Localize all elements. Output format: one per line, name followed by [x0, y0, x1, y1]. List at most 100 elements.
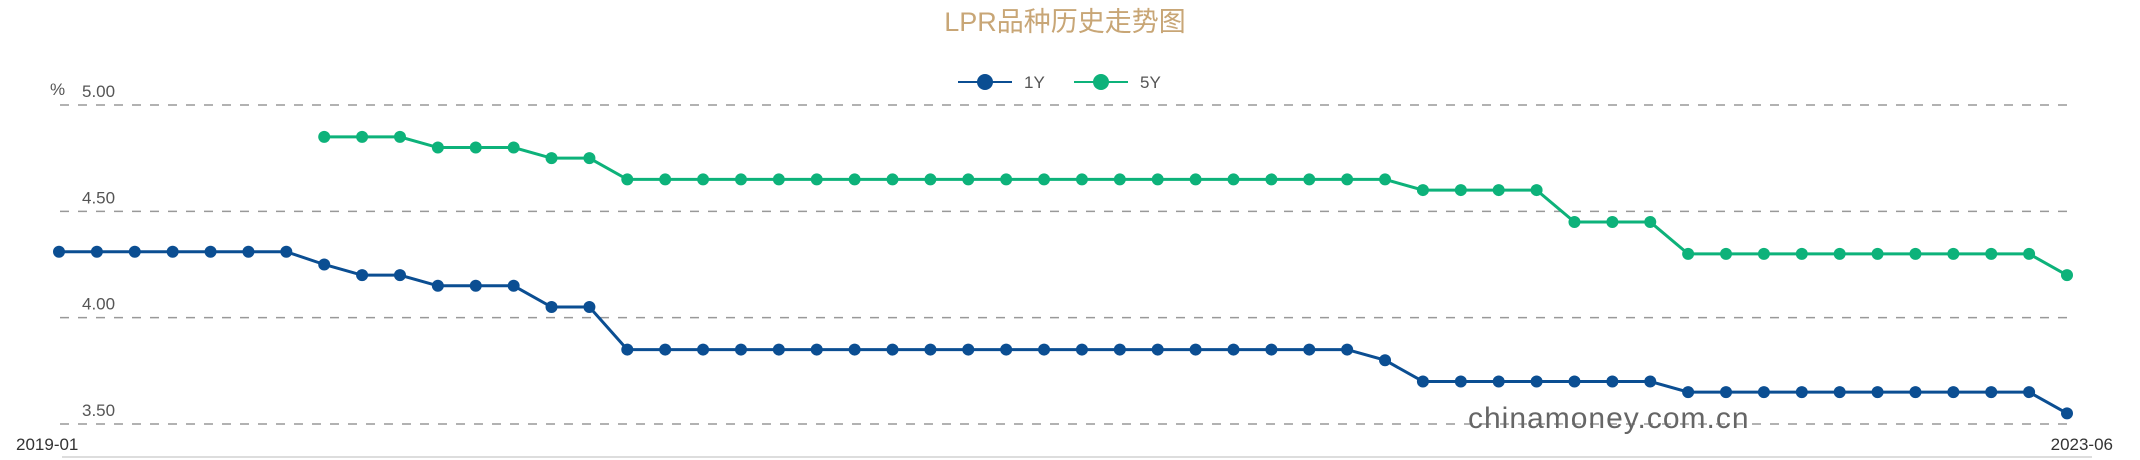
data-point-1y[interactable] [1492, 375, 1505, 388]
data-point-1y[interactable] [1720, 386, 1733, 399]
data-point-1y[interactable] [507, 279, 520, 292]
data-point-1y[interactable] [583, 301, 596, 314]
data-point-1y[interactable] [356, 269, 369, 282]
data-point-5y[interactable] [810, 173, 823, 186]
data-point-1y[interactable] [886, 343, 899, 356]
data-point-1y[interactable] [810, 343, 823, 356]
data-point-5y[interactable] [1113, 173, 1126, 186]
data-point-1y[interactable] [1530, 375, 1543, 388]
data-point-1y[interactable] [90, 245, 103, 258]
data-point-5y[interactable] [1833, 247, 1846, 260]
data-point-5y[interactable] [962, 173, 975, 186]
data-point-5y[interactable] [2061, 269, 2073, 282]
legend-item-5y[interactable]: 5Y [1074, 73, 1161, 92]
data-point-1y[interactable] [1189, 343, 1202, 356]
data-point-5y[interactable] [1151, 173, 1164, 186]
data-point-1y[interactable] [1606, 375, 1619, 388]
data-point-1y[interactable] [1568, 375, 1581, 388]
data-point-1y[interactable] [280, 245, 293, 258]
data-point-1y[interactable] [659, 343, 672, 356]
data-point-1y[interactable] [1038, 343, 1051, 356]
data-point-5y[interactable] [1795, 247, 1808, 260]
data-point-5y[interactable] [734, 173, 747, 186]
data-point-5y[interactable] [1947, 247, 1960, 260]
data-point-1y[interactable] [1379, 354, 1392, 367]
data-point-1y[interactable] [1151, 343, 1164, 356]
data-point-5y[interactable] [1454, 184, 1467, 197]
data-point-5y[interactable] [1606, 215, 1619, 228]
data-point-5y[interactable] [1189, 173, 1202, 186]
data-point-5y[interactable] [431, 141, 444, 154]
data-point-5y[interactable] [1492, 184, 1505, 197]
data-point-1y[interactable] [242, 245, 255, 258]
data-point-5y[interactable] [1038, 173, 1051, 186]
data-point-5y[interactable] [1416, 184, 1429, 197]
data-point-1y[interactable] [697, 343, 710, 356]
data-point-1y[interactable] [1871, 386, 1884, 399]
data-point-1y[interactable] [1227, 343, 1240, 356]
data-point-5y[interactable] [1985, 247, 1998, 260]
data-point-1y[interactable] [2023, 386, 2036, 399]
data-point-5y[interactable] [1909, 247, 1922, 260]
data-point-1y[interactable] [1303, 343, 1316, 356]
data-point-1y[interactable] [962, 343, 975, 356]
data-point-5y[interactable] [697, 173, 710, 186]
data-point-1y[interactable] [1947, 386, 1960, 399]
data-point-5y[interactable] [1568, 215, 1581, 228]
data-point-1y[interactable] [1833, 386, 1846, 399]
legend-item-1y[interactable]: 1Y [958, 73, 1045, 92]
data-point-5y[interactable] [393, 130, 406, 143]
data-point-1y[interactable] [545, 301, 558, 314]
data-point-5y[interactable] [2023, 247, 2036, 260]
data-point-1y[interactable] [128, 245, 141, 258]
data-point-1y[interactable] [53, 245, 65, 258]
data-point-1y[interactable] [431, 279, 444, 292]
data-point-1y[interactable] [621, 343, 634, 356]
data-point-1y[interactable] [1113, 343, 1126, 356]
data-point-1y[interactable] [2061, 407, 2073, 420]
data-point-1y[interactable] [1682, 386, 1695, 399]
data-point-5y[interactable] [1379, 173, 1392, 186]
data-point-5y[interactable] [469, 141, 482, 154]
data-point-5y[interactable] [1682, 247, 1695, 260]
data-point-5y[interactable] [1341, 173, 1354, 186]
data-point-1y[interactable] [1000, 343, 1013, 356]
data-point-1y[interactable] [1757, 386, 1770, 399]
data-point-1y[interactable] [1075, 343, 1088, 356]
data-point-5y[interactable] [621, 173, 634, 186]
data-point-5y[interactable] [1303, 173, 1316, 186]
data-point-1y[interactable] [734, 343, 747, 356]
data-point-5y[interactable] [1644, 215, 1657, 228]
data-point-1y[interactable] [924, 343, 937, 356]
data-point-1y[interactable] [772, 343, 785, 356]
data-point-5y[interactable] [583, 152, 596, 165]
data-point-5y[interactable] [886, 173, 899, 186]
data-point-5y[interactable] [356, 130, 369, 143]
data-point-1y[interactable] [1454, 375, 1467, 388]
data-point-1y[interactable] [469, 279, 482, 292]
data-point-5y[interactable] [545, 152, 558, 165]
data-point-5y[interactable] [1227, 173, 1240, 186]
data-point-1y[interactable] [1265, 343, 1278, 356]
data-point-1y[interactable] [1416, 375, 1429, 388]
data-point-1y[interactable] [1909, 386, 1922, 399]
data-point-5y[interactable] [1000, 173, 1013, 186]
data-point-5y[interactable] [1757, 247, 1770, 260]
data-point-5y[interactable] [1075, 173, 1088, 186]
data-point-5y[interactable] [1871, 247, 1884, 260]
data-point-5y[interactable] [507, 141, 520, 154]
data-point-5y[interactable] [772, 173, 785, 186]
data-point-1y[interactable] [166, 245, 179, 258]
data-point-5y[interactable] [1530, 184, 1543, 197]
data-point-1y[interactable] [204, 245, 217, 258]
data-point-1y[interactable] [1644, 375, 1657, 388]
data-point-1y[interactable] [393, 269, 406, 282]
data-point-5y[interactable] [659, 173, 672, 186]
data-point-1y[interactable] [1985, 386, 1998, 399]
data-point-1y[interactable] [1795, 386, 1808, 399]
data-point-1y[interactable] [1341, 343, 1354, 356]
data-point-1y[interactable] [848, 343, 861, 356]
data-point-5y[interactable] [848, 173, 861, 186]
data-point-5y[interactable] [318, 130, 331, 143]
data-point-5y[interactable] [1265, 173, 1278, 186]
